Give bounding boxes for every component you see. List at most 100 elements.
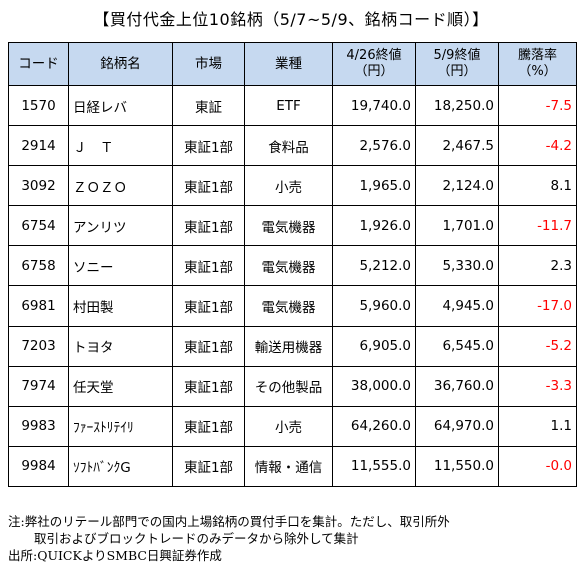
table-row: 7203 トヨタ 東証1部 輸送用機器 6,905.0 6,545.0 -5.2 — [8, 325, 577, 367]
cell-code: 1570 — [8, 84, 69, 127]
cell-name: 日経レバ — [68, 84, 173, 127]
top10-table: コード 銘柄名 市場 業種 4/26終値 （円） 5/9終値 （円） 騰落率 （… — [8, 42, 577, 487]
cell-price-0509: 64,970.0 — [415, 405, 499, 447]
table-row: 9983 ﾌｧｰｽﾄﾘﾃｲﾘ 東証1部 小売 64,260.0 64,970.0 1.1 — [8, 405, 577, 447]
cell-sector: 輸送用機器 — [244, 325, 333, 367]
header-price-0426-label: 4/26終値 — [346, 48, 402, 63]
header-price-0426: 4/26終値 （円） — [332, 42, 416, 86]
cell-change: -0.0 — [498, 445, 577, 487]
cell-price-0509: 6,545.0 — [415, 325, 499, 367]
header-code: コード — [8, 42, 69, 86]
table-title: 【買付代金上位10銘柄（5/7~5/9、銘柄コード順）】 — [93, 10, 489, 29]
cell-price-0426: 1,926.0 — [332, 205, 416, 247]
cell-price-0509: 4,945.0 — [415, 285, 499, 327]
cell-code: 9984 — [8, 445, 69, 487]
cell-sector: 小売 — [244, 165, 333, 207]
header-price-0509: 5/9終値 （円） — [415, 42, 499, 86]
cell-name: ﾌｧｰｽﾄﾘﾃｲﾘ — [68, 405, 173, 447]
table-row: 1570 日経レバ 東証 ETF 19,740.0 18,250.0 -7.5 — [8, 84, 577, 127]
cell-market: 東証1部 — [172, 285, 245, 327]
cell-price-0509: 36,760.0 — [415, 365, 499, 407]
cell-code: 6754 — [8, 205, 69, 247]
cell-price-0426: 64,260.0 — [332, 405, 416, 447]
footnote: 注:弊社のリテール部門での国内上場銘柄の買付手口を集計。ただし、取引所外 取引お… — [8, 513, 578, 564]
cell-price-0509: 1,701.0 — [415, 205, 499, 247]
header-price-0509-label: 5/9終値 — [433, 48, 481, 63]
cell-code: 6981 — [8, 285, 69, 327]
cell-sector: 電気機器 — [244, 245, 333, 287]
cell-market: 東証1部 — [172, 245, 245, 287]
header-change-label: 騰落率 — [517, 48, 557, 63]
cell-change: 1.1 — [498, 405, 577, 447]
header-row: コード 銘柄名 市場 業種 4/26終値 （円） 5/9終値 （円） 騰落率 （… — [8, 42, 577, 86]
cell-change: -17.0 — [498, 285, 577, 327]
cell-price-0426: 38,000.0 — [332, 365, 416, 407]
cell-price-0426: 1,965.0 — [332, 165, 416, 207]
header-sector: 業種 — [244, 42, 333, 86]
cell-sector: 小売 — [244, 405, 333, 447]
footnote-source: 出所:QUICKよりSMBC日興証券作成 — [8, 548, 222, 563]
cell-price-0509: 2,467.5 — [415, 125, 499, 167]
cell-name: トヨタ — [68, 325, 173, 367]
cell-name: ｿﾌﾄﾊﾞﾝｸG — [68, 445, 173, 487]
cell-code: 6758 — [8, 245, 69, 287]
cell-change: 2.3 — [498, 245, 577, 287]
cell-sector: 情報・通信 — [244, 445, 333, 487]
cell-sector: 食料品 — [244, 125, 333, 167]
header-change-unit: （%） — [518, 64, 557, 79]
table-body: 1570 日経レバ 東証 ETF 19,740.0 18,250.0 -7.5 2914 Ｊ Ｔ… — [8, 84, 577, 487]
cell-price-0426: 11,555.0 — [332, 445, 416, 487]
cell-sector: 電気機器 — [244, 285, 333, 327]
cell-name: ＺＯＺＯ — [68, 165, 173, 207]
cell-code: 7203 — [8, 325, 69, 367]
header-price-0509-unit: （円） — [437, 64, 477, 79]
cell-price-0426: 6,905.0 — [332, 325, 416, 367]
cell-price-0426: 19,740.0 — [332, 84, 416, 127]
cell-sector: ETF — [244, 84, 333, 127]
cell-sector: 電気機器 — [244, 205, 333, 247]
table-row: 3092 ＺＯＺＯ 東証1部 小売 1,965.0 2,124.0 8.1 — [8, 165, 577, 207]
cell-price-0509: 2,124.0 — [415, 165, 499, 207]
cell-price-0509: 18,250.0 — [415, 84, 499, 127]
cell-change: 8.1 — [498, 165, 577, 207]
cell-change: -7.5 — [498, 84, 577, 127]
cell-market: 東証1部 — [172, 405, 245, 447]
cell-change: -5.2 — [498, 325, 577, 367]
header-market: 市場 — [172, 42, 245, 86]
cell-price-0426: 5,960.0 — [332, 285, 416, 327]
cell-name: 任天堂 — [68, 365, 173, 407]
cell-price-0509: 5,330.0 — [415, 245, 499, 287]
table-row: 6981 村田製 東証1部 電気機器 5,960.0 4,945.0 -17.0 — [8, 285, 577, 327]
cell-change: -11.7 — [498, 205, 577, 247]
table-row: 6758 ソニー 東証1部 電気機器 5,212.0 5,330.0 2.3 — [8, 245, 577, 287]
cell-name: 村田製 — [68, 285, 173, 327]
cell-change: -4.2 — [498, 125, 577, 167]
cell-code: 3092 — [8, 165, 69, 207]
cell-code: 2914 — [8, 125, 69, 167]
header-name: 銘柄名 — [68, 42, 173, 86]
cell-market: 東証1部 — [172, 165, 245, 207]
cell-price-0509: 11,550.0 — [415, 445, 499, 487]
cell-market: 東証1部 — [172, 205, 245, 247]
cell-market: 東証 — [172, 84, 245, 127]
header-price-0426-unit: （円） — [354, 64, 394, 79]
cell-price-0426: 2,576.0 — [332, 125, 416, 167]
cell-sector: その他製品 — [244, 365, 333, 407]
footnote-line-2: 取引およびブロックトレードのみデータから除外して集計 — [34, 531, 359, 546]
cell-name: アンリツ — [68, 205, 173, 247]
table-row: 2914 Ｊ Ｔ 東証1部 食料品 2,576.0 2,467.5 -4.2 — [8, 125, 577, 167]
table-row: 6754 アンリツ 東証1部 電気機器 1,926.0 1,701.0 -11.7 — [8, 205, 577, 247]
cell-price-0426: 5,212.0 — [332, 245, 416, 287]
footnote-line-1: 注:弊社のリテール部門での国内上場銘柄の買付手口を集計。ただし、取引所外 — [8, 514, 450, 529]
cell-name: Ｊ Ｔ — [68, 125, 173, 167]
cell-market: 東証1部 — [172, 325, 245, 367]
cell-code: 9983 — [8, 405, 69, 447]
cell-change: -3.3 — [498, 365, 577, 407]
cell-code: 7974 — [8, 365, 69, 407]
cell-name: ソニー — [68, 245, 173, 287]
cell-market: 東証1部 — [172, 125, 245, 167]
cell-market: 東証1部 — [172, 445, 245, 487]
cell-market: 東証1部 — [172, 365, 245, 407]
table-row: 9984 ｿﾌﾄﾊﾞﾝｸG 東証1部 情報・通信 11,555.0 11,550.0 -0.… — [8, 445, 577, 487]
table-row: 7974 任天堂 東証1部 その他製品 38,000.0 36,760.0 -3.3 — [8, 365, 577, 407]
